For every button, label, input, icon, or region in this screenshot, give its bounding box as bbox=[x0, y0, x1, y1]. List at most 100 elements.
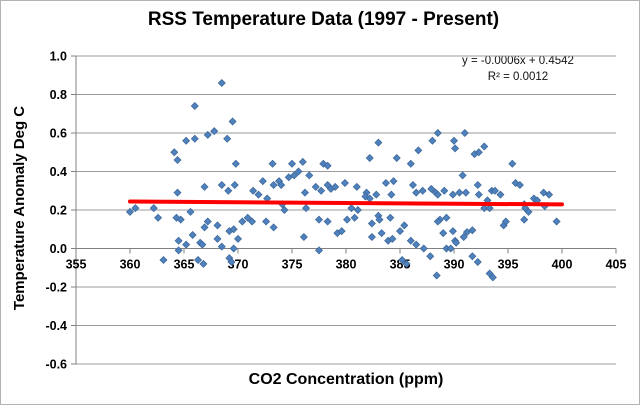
data-point-marker bbox=[224, 186, 233, 195]
x-axis-title: CO2 Concentration (ppm) bbox=[248, 371, 444, 388]
data-point-marker bbox=[311, 182, 320, 191]
data-point-marker bbox=[473, 257, 482, 266]
data-point-marker bbox=[174, 246, 183, 255]
data-point-marker bbox=[203, 130, 212, 139]
data-point-marker bbox=[474, 148, 483, 157]
data-point-marker bbox=[474, 190, 483, 199]
x-tick-label: 360 bbox=[120, 258, 141, 272]
data-point-marker bbox=[126, 207, 134, 216]
data-point-marker bbox=[408, 180, 417, 189]
y-tick-label: 0.4 bbox=[50, 165, 67, 179]
y-tick-label: 0.2 bbox=[50, 204, 67, 218]
y-tick-label: 0.8 bbox=[50, 88, 67, 102]
data-point-marker bbox=[131, 204, 140, 213]
data-point-marker bbox=[231, 159, 240, 168]
data-point-marker bbox=[182, 136, 191, 145]
data-point-marker bbox=[439, 229, 448, 238]
data-point-marker bbox=[302, 204, 311, 213]
data-point-marker bbox=[200, 182, 209, 191]
data-point-marker bbox=[149, 204, 158, 213]
data-point-marker bbox=[442, 213, 451, 222]
x-tick-label: 400 bbox=[552, 258, 573, 272]
data-point-marker bbox=[229, 244, 238, 253]
data-point-marker bbox=[199, 259, 208, 268]
data-point-marker bbox=[432, 271, 441, 280]
data-point-marker bbox=[386, 213, 395, 222]
data-point-marker bbox=[230, 180, 239, 189]
data-point-marker bbox=[501, 217, 510, 226]
data-point-marker bbox=[323, 161, 332, 170]
y-tick-label: 0.6 bbox=[50, 127, 67, 141]
data-point-marker bbox=[299, 232, 308, 241]
data-point-marker bbox=[213, 234, 222, 243]
data-point-marker bbox=[198, 240, 207, 249]
data-point-marker bbox=[389, 177, 398, 186]
data-point-marker bbox=[458, 171, 467, 180]
data-point-marker bbox=[367, 232, 376, 241]
data-point-marker bbox=[227, 257, 236, 266]
data-point-marker bbox=[176, 215, 185, 224]
data-point-marker bbox=[217, 242, 226, 251]
data-point-marker bbox=[190, 102, 199, 111]
data-point-marker bbox=[258, 177, 267, 186]
data-point-marker bbox=[455, 188, 464, 197]
data-point-marker bbox=[262, 217, 271, 226]
data-point-marker bbox=[243, 213, 252, 222]
x-tick-label: 380 bbox=[336, 258, 357, 272]
data-point-marker bbox=[352, 182, 361, 191]
data-point-marker bbox=[203, 217, 212, 226]
data-point-marker bbox=[426, 252, 435, 261]
data-point-marker bbox=[217, 78, 226, 87]
data-point-marker bbox=[249, 186, 258, 195]
data-point-marker bbox=[300, 188, 309, 197]
data-point-marker bbox=[468, 226, 477, 235]
data-point-marker bbox=[353, 206, 362, 214]
data-point-marker bbox=[174, 236, 183, 245]
data-point-marker bbox=[412, 188, 421, 197]
data-point-marker bbox=[365, 154, 374, 163]
data-point-marker bbox=[552, 217, 561, 226]
data-point-marker bbox=[446, 244, 455, 253]
data-point-marker bbox=[159, 256, 168, 265]
data-point-marker bbox=[350, 213, 359, 222]
data-point-marker bbox=[392, 154, 401, 163]
data-point-marker bbox=[228, 117, 237, 126]
data-point-marker bbox=[269, 180, 278, 189]
data-point-marker bbox=[173, 188, 182, 197]
data-point-marker bbox=[428, 136, 437, 145]
y-tick-label: -0.2 bbox=[45, 281, 67, 295]
data-point-marker bbox=[406, 236, 415, 245]
y-tick-label: -0.4 bbox=[45, 319, 67, 333]
data-point-marker bbox=[186, 207, 195, 216]
data-point-marker bbox=[200, 223, 209, 232]
data-point-marker bbox=[450, 136, 458, 145]
data-point-marker bbox=[238, 217, 247, 226]
trendline-equation: y = -0.0006x + 0.4542 bbox=[462, 55, 574, 67]
data-point-marker bbox=[520, 215, 529, 224]
x-tick-label: 355 bbox=[66, 258, 87, 272]
data-point-marker bbox=[473, 180, 482, 189]
data-point-marker bbox=[223, 134, 232, 143]
data-point-marker bbox=[331, 182, 340, 191]
data-point-marker bbox=[347, 204, 356, 213]
trendline-label: y = -0.0006x + 0.4542 R² = 0.0012 bbox=[443, 53, 593, 85]
data-point-marker bbox=[305, 171, 314, 180]
trendline bbox=[128, 199, 564, 207]
data-point-marker bbox=[459, 232, 468, 241]
data-point-marker bbox=[154, 213, 163, 222]
data-point-marker bbox=[480, 142, 489, 151]
data-point-marker bbox=[406, 159, 415, 168]
data-point-marker bbox=[182, 240, 191, 249]
data-point-marker bbox=[451, 144, 460, 153]
data-point-marker bbox=[317, 186, 326, 195]
data-point-marker bbox=[229, 225, 238, 234]
x-tick-label: 365 bbox=[174, 258, 195, 272]
data-point-marker bbox=[396, 227, 404, 236]
data-point-marker bbox=[340, 179, 349, 188]
data-point-marker bbox=[294, 167, 303, 176]
data-point-marker bbox=[419, 244, 428, 253]
x-tick-label: 375 bbox=[282, 258, 303, 272]
data-point-marker bbox=[170, 148, 179, 157]
